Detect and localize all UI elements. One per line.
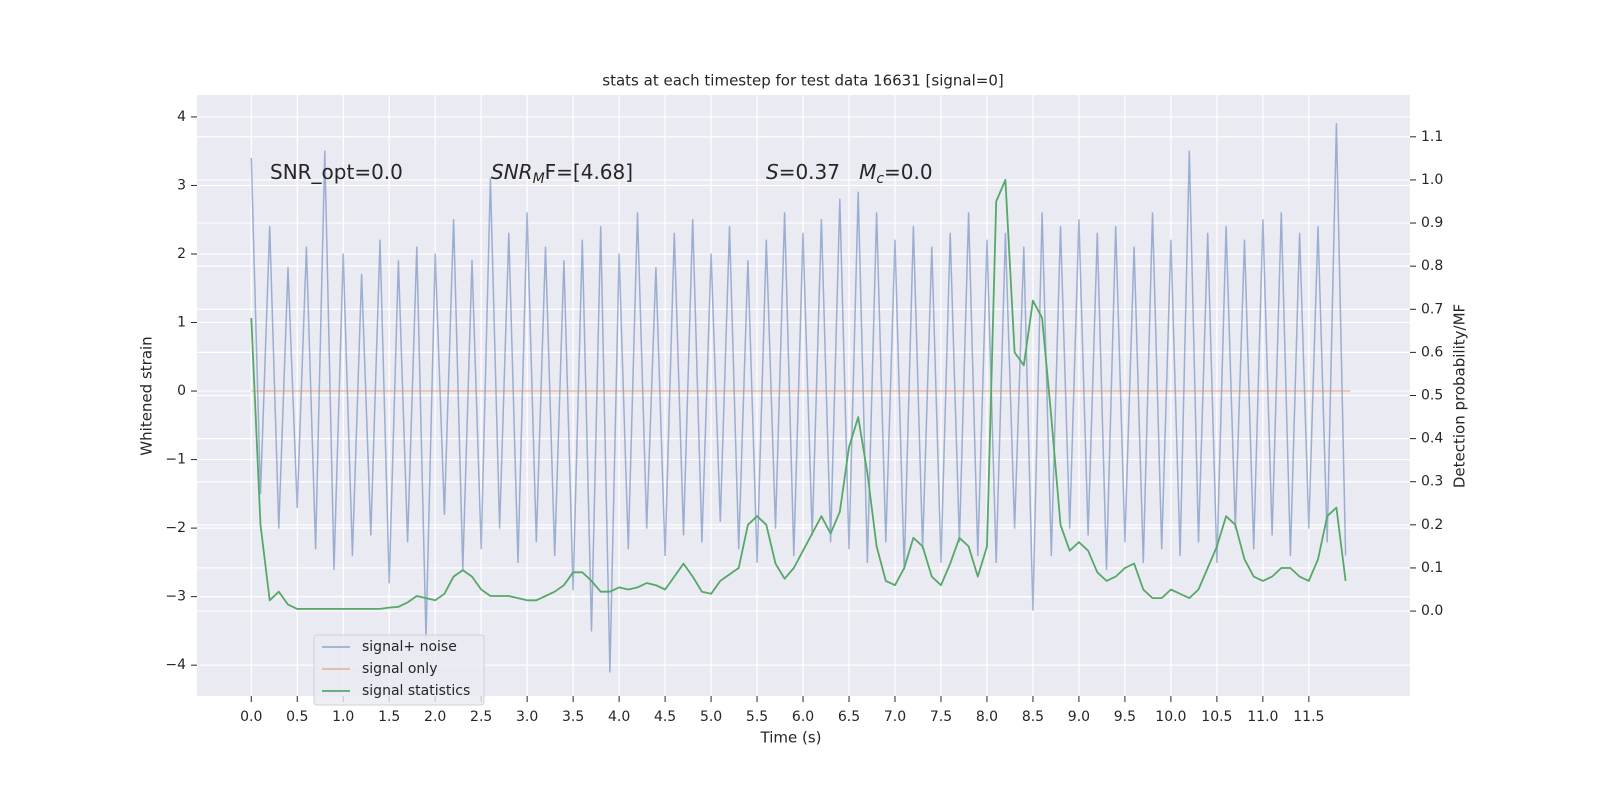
x-tick-label: 6.5: [838, 709, 860, 725]
y-tick-label: −2: [165, 520, 186, 536]
x-tick-label: 9.0: [1068, 709, 1090, 725]
marks: [250, 123, 1351, 673]
x-tick-label: 11.0: [1247, 709, 1278, 725]
legend-label: signal+ noise: [362, 639, 457, 655]
annotation-part: M: [533, 171, 545, 187]
x-tick-label: 6.0: [792, 709, 814, 725]
y2-tick-label: 0.4: [1421, 431, 1443, 447]
annotation-part: =0.0: [884, 160, 933, 184]
x-tick-label: 8.0: [976, 709, 998, 725]
x-tick-label: 10.5: [1201, 709, 1232, 725]
annotation-part: F=[4.68]: [545, 160, 633, 184]
legend: signal+ noise signal only signal statistic…: [313, 634, 485, 706]
x-tick-label: 2.5: [470, 709, 492, 725]
x-tick-label: 4.0: [608, 709, 630, 725]
annotation: SNR_opt=0.0: [270, 160, 403, 184]
y2-axis-label: Detection probability/MF: [1451, 304, 1469, 488]
y2-tick-label: 0.5: [1421, 388, 1443, 404]
annotations: SNR_opt=0.0 SNRMF=[4.68] S=0.37 Mc=0.0: [270, 160, 933, 188]
x-tick-label: 1.5: [378, 709, 400, 725]
legend-label: signal statistics: [362, 683, 470, 699]
x-tick-label: 5.0: [700, 709, 722, 725]
annotation-part: SNR_opt=0.0: [270, 160, 403, 184]
x-axis-label: Time (s): [760, 729, 822, 747]
legend-label: signal only: [362, 661, 437, 677]
annotation: S=0.37 Mc=0.0: [766, 160, 933, 188]
x-tick-label: 10.0: [1155, 709, 1186, 725]
annotation-part: M: [859, 160, 876, 184]
axes: 0.0 0.5 1.0 1.5 2.0 2.5 3.0 3.5 4.0 4.5 5.0 5.5 6.0 6…: [165, 109, 1443, 725]
y-tick-label: 2: [177, 246, 186, 262]
y-tick-label: 0: [177, 383, 186, 399]
x-tick-label: 3.5: [562, 709, 584, 725]
y2-tick-label: 0.1: [1421, 560, 1443, 576]
x-tick-label: 4.5: [654, 709, 676, 725]
x-tick-label: 9.5: [1114, 709, 1136, 725]
legend-box: [313, 634, 485, 706]
x-tick-label: 2.0: [424, 709, 446, 725]
y-tick-label: −1: [165, 452, 186, 468]
y2-tick-label: 0.9: [1421, 215, 1443, 231]
series-line: [250, 179, 1347, 610]
annotation-part: S: [766, 160, 779, 184]
y-tick-label: −3: [165, 589, 186, 605]
x-tick-label: 1.0: [332, 709, 354, 725]
annotation-part: c: [876, 171, 884, 187]
annotation-part: =0.37: [779, 160, 859, 184]
chart-title: stats at each timestep for test data 166…: [602, 72, 1003, 90]
y-tick-label: 4: [177, 109, 186, 125]
x-tick-label: 0.0: [240, 709, 262, 725]
y2-tick-label: 1.0: [1421, 172, 1443, 188]
y-tick-label: 1: [177, 315, 186, 331]
x-tick-label: 0.5: [286, 709, 308, 725]
x-tick-label: 5.5: [746, 709, 768, 725]
annotation: SNRMF=[4.68]: [491, 160, 633, 188]
y2-tick-label: 0.2: [1421, 517, 1443, 533]
x-tick-label: 11.5: [1293, 709, 1324, 725]
y2-tick-label: 0.8: [1421, 258, 1443, 274]
x-tick-label: 3.0: [516, 709, 538, 725]
y2-tick-label: 0.0: [1421, 603, 1443, 619]
y2-tick-label: 1.1: [1421, 129, 1443, 145]
x-tick-label: 7.0: [884, 709, 906, 725]
y2-tick-label: 0.3: [1421, 474, 1443, 490]
annotation-part: SNR: [491, 160, 533, 184]
y2-tick-label: 0.6: [1421, 344, 1443, 360]
x-tick-label: 7.5: [930, 709, 952, 725]
x-tick-label: 8.5: [1022, 709, 1044, 725]
series-line: [250, 123, 1347, 673]
y-tick-label: 3: [177, 177, 186, 193]
y-axis-label: Whitened strain: [138, 336, 156, 455]
y-tick-label: −4: [165, 657, 186, 673]
y2-tick-label: 0.7: [1421, 301, 1443, 317]
